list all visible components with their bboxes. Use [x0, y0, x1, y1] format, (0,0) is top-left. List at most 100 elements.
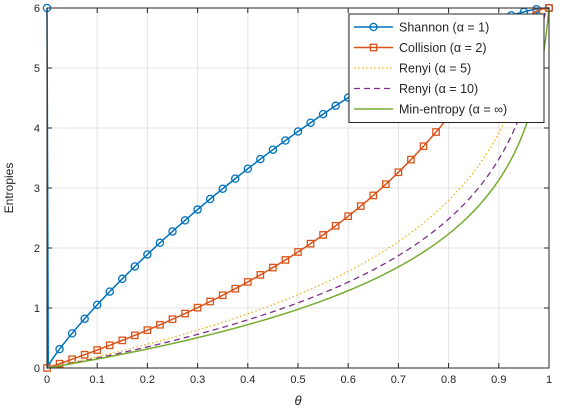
data-point-shannon [168, 227, 177, 236]
axes-layer [46, 7, 550, 369]
legend-series-alpha: α = 5 [439, 62, 467, 76]
legend-label-3: Renyi (α = 10) [399, 82, 478, 96]
data-point-shannon [293, 127, 303, 136]
y-tick-label: 3 [34, 183, 40, 195]
data-point-collision [256, 271, 265, 279]
legend-marker-square [369, 43, 378, 52]
legend-series-alpha: α = 2 [454, 41, 482, 55]
y-tick-label: 5 [34, 63, 40, 75]
data-point-shannon [143, 250, 152, 259]
legend: Shannon (α = 1)Collision (α = 2)Renyi (α… [348, 13, 545, 123]
data-point-shannon [318, 109, 328, 119]
data-point-collision [68, 355, 76, 364]
data-point-collision [156, 320, 164, 329]
legend-label-2: Renyi (α = 5) [399, 62, 471, 76]
y-tick-label: 1 [34, 303, 40, 315]
data-point-shannon [281, 136, 290, 145]
data-point-shannon [92, 300, 102, 310]
data-point-shannon [306, 118, 315, 127]
legend-label-4: Min-entropy (α = ∞) [399, 103, 507, 117]
legend-series-alpha: α = ∞ [473, 103, 503, 117]
legend-label-0: Shannon (α = 1) [399, 21, 489, 35]
data-point-collision [55, 359, 64, 368]
data-point-collision [243, 278, 252, 286]
data-point-collision [294, 248, 302, 256]
data-point-shannon [243, 164, 253, 174]
data-point-collision [344, 212, 353, 221]
x-tick-label: 0.5 [290, 374, 305, 386]
series-line-renyi-3 [46, 7, 550, 369]
y-axis-label: Entropies [2, 163, 16, 214]
y-tick-label: 2 [34, 243, 40, 255]
data-point-collision [143, 326, 152, 334]
data-point-shannon [105, 287, 115, 296]
data-point-collision [369, 191, 378, 200]
data-point-shannon [80, 314, 89, 323]
legend-series-alpha: α = 1 [457, 21, 485, 35]
data-point-shannon [256, 154, 265, 164]
legend-series-name: Renyi ( [399, 62, 439, 76]
legend-close-paren: ) [485, 21, 489, 35]
data-point-collision [432, 128, 440, 136]
y-tick-label: 0 [34, 363, 40, 375]
legend-label-1: Collision (α = 2) [399, 41, 487, 55]
data-point-shannon [268, 145, 278, 154]
data-point-collision [306, 239, 315, 248]
x-tick-label: 0.6 [341, 374, 356, 386]
data-point-collision [394, 168, 403, 177]
data-point-shannon [193, 205, 202, 214]
data-point-collision [419, 142, 428, 151]
x-tick-label: 0 [44, 374, 50, 386]
data-point-shannon [130, 262, 140, 271]
x-tick-label: 0.7 [391, 374, 406, 386]
legend-series-name: Collision ( [399, 41, 455, 55]
data-point-shannon [205, 194, 215, 204]
legend-close-paren: ) [467, 62, 471, 76]
data-point-shannon [230, 174, 240, 183]
data-point-collision [381, 180, 390, 189]
x-tick-label: 0.1 [90, 374, 105, 386]
legend-close-paren: ) [474, 82, 478, 96]
legend-series-name: Shannon ( [399, 21, 458, 35]
data-point-collision [93, 346, 102, 354]
data-point-collision [206, 297, 214, 306]
x-tick-label: 1 [546, 374, 552, 386]
data-point-collision [331, 221, 340, 230]
legend-series-name: Renyi ( [399, 82, 439, 96]
data-point-collision [130, 331, 139, 340]
legend-close-paren: ) [503, 103, 507, 117]
x-tick-label: 0.9 [491, 374, 506, 386]
data-point-collision [269, 263, 277, 272]
legend-series-name: Min-entropy ( [399, 103, 473, 117]
legend-box [348, 13, 545, 123]
x-tick-label: 0.4 [240, 374, 255, 386]
data-point-shannon [118, 274, 127, 284]
data-point-shannon [67, 329, 77, 338]
legend-close-paren: ) [482, 41, 486, 55]
y-tick-label: 4 [34, 123, 40, 135]
data-point-shannon [155, 238, 165, 248]
y-tick-label: 6 [34, 3, 40, 15]
data-point-collision [231, 284, 240, 293]
data-point-collision [80, 350, 89, 359]
data-point-collision [193, 303, 202, 312]
data-point-collision [319, 231, 327, 239]
data-point-collision [407, 155, 415, 164]
plot-frame [46, 7, 550, 369]
data-point-shannon [331, 101, 340, 111]
data-point-shannon [218, 184, 227, 193]
x-tick-label: 0.2 [140, 374, 155, 386]
data-point-shannon [180, 216, 190, 225]
data-point-collision [356, 202, 365, 210]
data-point-collision [218, 291, 227, 300]
series-line-min-entropy-4 [46, 7, 550, 369]
data-point-collision [181, 309, 189, 318]
data-point-collision [168, 315, 177, 324]
data-point-shannon [55, 344, 64, 354]
data-point-collision [118, 336, 127, 345]
tick-labels: 0 0.1 0.2 0.3 0.4 0.5 0.6 0.7 0.8 0.9 1 0 1 2 3 4 5 6 [34, 3, 552, 386]
series-line-renyi-2 [46, 7, 550, 369]
x-tick-label: 0.8 [441, 374, 456, 386]
